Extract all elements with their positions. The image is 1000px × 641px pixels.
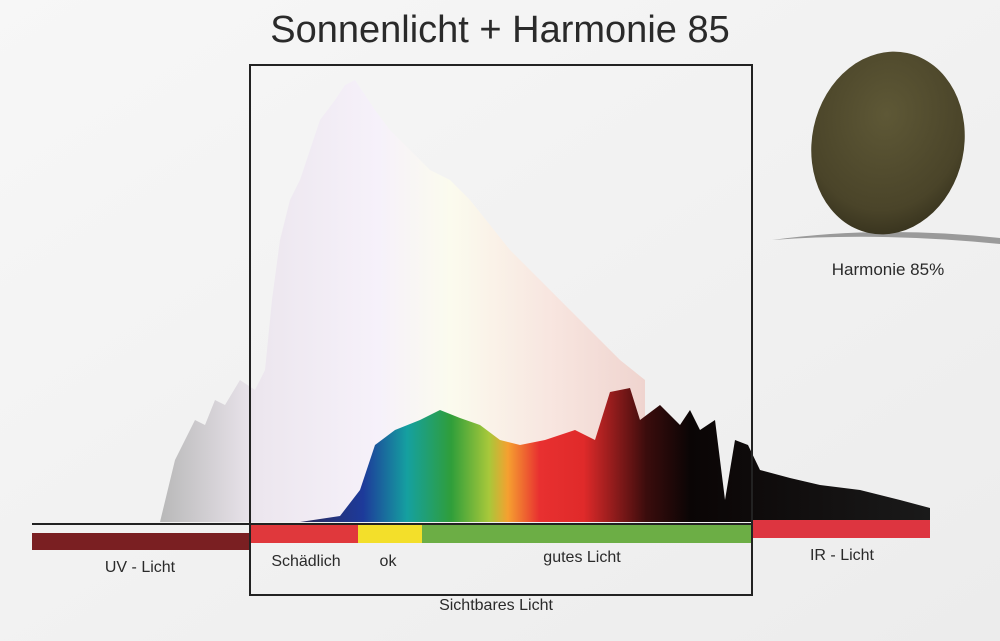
uv-bar bbox=[32, 533, 250, 550]
visible-frame bbox=[249, 64, 753, 596]
uv-label: UV - Licht bbox=[105, 559, 176, 576]
lens-shadow bbox=[772, 231, 1000, 244]
filtered-spectrum bbox=[300, 388, 930, 522]
good-label: gutes Licht bbox=[543, 549, 621, 566]
title: Sonnenlicht + Harmonie 85 bbox=[270, 9, 729, 51]
ir-label: IR - Licht bbox=[810, 547, 875, 564]
visible-label: Sichtbares Licht bbox=[439, 597, 553, 614]
harmful-bar bbox=[250, 525, 358, 543]
ok-bar bbox=[358, 525, 422, 543]
lens bbox=[811, 51, 965, 235]
good-bar bbox=[422, 525, 752, 543]
ok-label: ok bbox=[380, 553, 398, 570]
lens-label: Harmonie 85% bbox=[832, 260, 944, 279]
harmful-label: Schädlich bbox=[271, 553, 340, 570]
unfiltered-spectrum bbox=[160, 80, 645, 522]
ir-bar bbox=[752, 520, 930, 538]
